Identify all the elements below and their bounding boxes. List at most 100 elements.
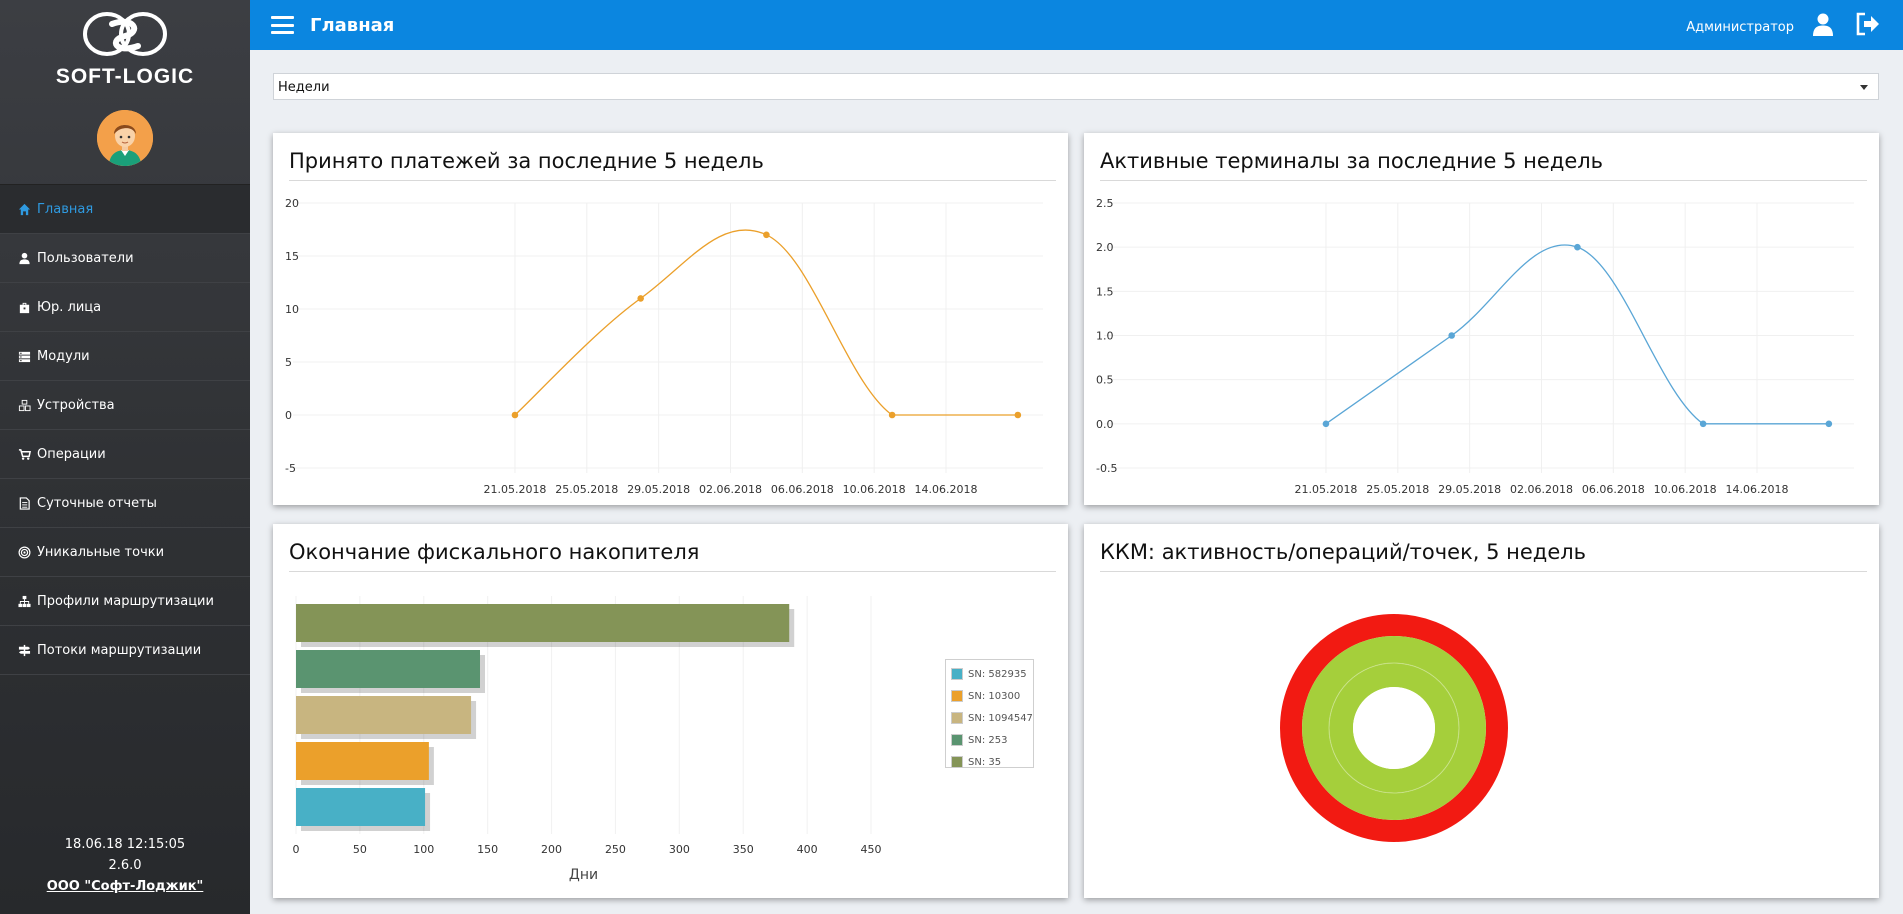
x-tick-label: 14.06.2018 — [915, 483, 978, 496]
x-tick-label: 10.06.2018 — [1654, 483, 1717, 496]
donut-ring — [1280, 614, 1508, 842]
chart-axes: 0 50 100 150 200 250 300 350 400 450 Дни — [293, 596, 882, 883]
sidebar-item-unique-points[interactable]: Уникальные точки — [0, 528, 250, 577]
sidebar-item-operations[interactable]: Операции — [0, 430, 250, 479]
y-tick-label: 20 — [285, 197, 299, 210]
data-point — [888, 411, 896, 419]
bar — [296, 650, 480, 688]
sidebar-item-label: Профили маршрутизации — [37, 593, 214, 609]
legend-item: SN: 582935 — [951, 663, 1033, 685]
footer-version: 2.6.0 — [108, 858, 142, 873]
sidebar-item-legal-entities[interactable]: Юр. лица — [0, 283, 250, 332]
donut-hole — [1353, 687, 1435, 769]
logout-icon[interactable] — [1855, 12, 1881, 36]
payments-chart-title: Принято платежей за последние 5 недель — [289, 149, 1056, 181]
avatar[interactable] — [97, 110, 153, 166]
sidebar-item-label: Устройства — [37, 397, 115, 413]
footer-datetime: 18.06.18 12:15:05 — [64, 837, 186, 852]
y-tick-label: -0.5 — [1096, 462, 1117, 475]
user-name[interactable]: Администратор — [1686, 20, 1794, 35]
x-tick-label: 150 — [477, 843, 498, 856]
fiscal-chart-title: Окончание фискального накопителя — [289, 540, 1056, 572]
series-line — [1325, 244, 1829, 425]
x-tick-label: 25.05.2018 — [1366, 483, 1429, 496]
chevron-down-icon — [1860, 85, 1868, 90]
legend-swatch — [951, 712, 963, 724]
y-tick-label: 2.5 — [1096, 197, 1114, 210]
period-select[interactable]: Недели — [273, 73, 1879, 100]
data-point — [1574, 243, 1581, 251]
y-tick-label: 5 — [285, 356, 292, 369]
period-select-value: Недели — [278, 80, 330, 95]
bar — [296, 696, 472, 734]
y-tick-label: 2.0 — [1096, 241, 1114, 254]
x-tick-label: 14.06.2018 — [1726, 483, 1789, 496]
sidebar-item-label: Главная — [37, 201, 94, 217]
sidebar-item-users[interactable]: Пользователи — [0, 234, 250, 283]
legend-swatch — [951, 756, 963, 768]
bar — [296, 604, 790, 642]
legend-label: SN: 10300 — [968, 690, 1021, 702]
chart-axes: 20 15 10 5 0 -5 21.05.2018 25.05.2018 29.05.2018… — [285, 197, 1043, 496]
legend-label: SN: 582935 — [968, 668, 1027, 680]
briefcase-icon — [17, 300, 32, 314]
company-link[interactable]: ООО "Софт-Лоджик" — [46, 879, 204, 894]
x-tick-label: 21.05.2018 — [483, 483, 546, 496]
legend-label: SN: 253 — [968, 734, 1008, 746]
cart-icon — [17, 447, 32, 461]
ring-separator — [1328, 662, 1460, 794]
user-profile-icon[interactable] — [1811, 12, 1835, 36]
sidebar-item-daily-reports[interactable]: Суточные отчеты — [0, 479, 250, 528]
data-point — [1448, 332, 1455, 339]
series-line — [514, 229, 1018, 416]
sidebar-footer: 18.06.18 12:15:05 2.6.0 ООО "Софт-Лоджик… — [0, 834, 250, 897]
legend-item: SN: 10300 — [951, 685, 1033, 707]
x-axis-label: Дни — [569, 867, 598, 883]
sidebar-item-label: Пользователи — [37, 250, 134, 266]
sidebar-item-modules[interactable]: Модули — [0, 332, 250, 381]
fiscal-bar-chart: 0 50 100 150 200 250 300 350 400 450 Дни — [293, 596, 882, 883]
logo-text: SOFT-LOGIC — [55, 65, 195, 88]
data-point — [1322, 420, 1330, 428]
x-tick-label: 02.06.2018 — [1510, 483, 1573, 496]
legend-label: SN: 35 — [968, 756, 1002, 768]
sidebar-item-devices[interactable]: Устройства — [0, 381, 250, 430]
y-tick-label: -5 — [285, 462, 296, 475]
logo-icon — [83, 12, 167, 56]
x-tick-label: 250 — [605, 843, 626, 856]
hamburger-icon[interactable] — [271, 16, 294, 34]
x-tick-label: 06.06.2018 — [1582, 483, 1645, 496]
chart-axes: 2.5 2.0 1.5 1.0 0.5 0.0 -0.5 21.05.2018 25.05.20… — [1096, 197, 1854, 496]
data-point — [511, 411, 519, 419]
server-icon — [17, 349, 32, 363]
legend-swatch — [951, 734, 963, 746]
bar — [296, 788, 426, 826]
x-tick-label: 25.05.2018 — [555, 483, 618, 496]
x-tick-label: 29.05.2018 — [627, 483, 690, 496]
data-point — [763, 231, 770, 239]
sidebar-item-home[interactable]: Главная — [0, 185, 250, 234]
donut-ring — [1329, 663, 1459, 793]
y-tick-label: 0.5 — [1096, 374, 1114, 387]
payments-line-chart: 20 15 10 5 0 -5 21.05.2018 25.05.2018 29.05.2018… — [285, 197, 1043, 496]
signpost-icon — [17, 643, 32, 657]
y-tick-label: 0 — [285, 409, 292, 422]
home-icon — [17, 202, 32, 216]
sidebar-item-routing-profiles[interactable]: Профили маршрутизации — [0, 577, 250, 626]
x-tick-label: 350 — [733, 843, 754, 856]
terminals-chart-title: Активные терминалы за последние 5 недель — [1100, 149, 1867, 181]
y-tick-label: 1.5 — [1096, 285, 1114, 298]
y-tick-label: 1.0 — [1096, 330, 1114, 343]
x-tick-label: 29.05.2018 — [1438, 483, 1501, 496]
x-tick-label: 100 — [413, 843, 434, 856]
kkm-donut-chart — [1280, 614, 1508, 842]
sidebar-item-routing-flows[interactable]: Потоки маршрутизации — [0, 626, 250, 675]
y-tick-label: 0.0 — [1096, 418, 1114, 431]
sidebar-item-label: Юр. лица — [37, 299, 102, 315]
x-tick-label: 400 — [797, 843, 818, 856]
terminals-chart-panel: Активные терминалы за последние 5 недель… — [1084, 133, 1879, 505]
y-tick-label: 15 — [285, 250, 299, 263]
fiscal-chart-legend: SN: 582935 SN: 10300 SN: 1094547 SN: 253 SN:… — [945, 659, 1034, 768]
x-tick-label: 450 — [861, 843, 882, 856]
data-point — [1825, 420, 1833, 428]
